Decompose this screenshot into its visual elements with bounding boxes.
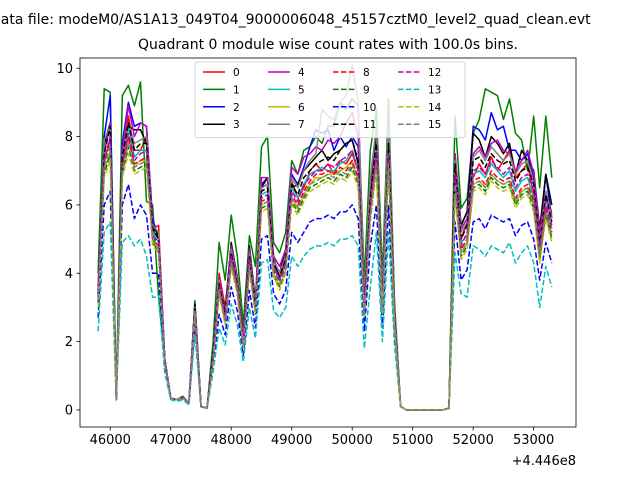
x-tick-label: 48000 — [211, 433, 252, 448]
series-line-13 — [97, 221, 553, 411]
axes-frame — [79, 57, 577, 428]
x-tick-label: 51000 — [392, 433, 433, 448]
series-layer — [97, 64, 553, 411]
y-tick-label: 8 — [65, 130, 73, 145]
legend-label-9: 9 — [363, 84, 370, 96]
x-tick-label: 46000 — [90, 433, 131, 448]
legend-label-2: 2 — [233, 102, 240, 114]
legend-label-10: 10 — [363, 102, 376, 114]
y-tick-label: 10 — [56, 62, 73, 77]
x-tick-label: 47000 — [150, 433, 191, 448]
series-line-2 — [97, 94, 553, 411]
y-tick-label: 0 — [65, 403, 73, 418]
legend-label-0: 0 — [233, 67, 240, 79]
x-offset-label: +4.446e8 — [512, 454, 576, 469]
legend-label-11: 11 — [363, 119, 376, 131]
chart-title: Quadrant 0 module wise count rates with … — [138, 37, 518, 53]
x-tick-label: 50000 — [332, 433, 373, 448]
y-tick-label: 2 — [65, 335, 73, 350]
legend-label-15: 15 — [428, 119, 441, 131]
legend-label-5: 5 — [298, 84, 305, 96]
legend-label-6: 6 — [298, 102, 305, 114]
x-tick-label: 53000 — [513, 433, 554, 448]
legend-label-7: 7 — [298, 119, 305, 131]
legend-label-14: 14 — [428, 102, 442, 114]
series-line-12 — [97, 132, 553, 411]
legend-label-8: 8 — [363, 67, 370, 79]
y-tick-label: 6 — [65, 198, 73, 213]
figure-suptitle: Data file: modeM0/AS1A13_049T04_90000060… — [0, 12, 591, 28]
legend-frame — [194, 61, 466, 138]
y-tick-label: 4 — [65, 267, 73, 282]
legend-label-1: 1 — [233, 84, 240, 96]
series-line-15 — [97, 142, 553, 411]
legend-label-3: 3 — [233, 119, 240, 131]
series-line-14 — [97, 152, 553, 411]
legend-label-4: 4 — [298, 67, 305, 79]
legend-label-13: 13 — [428, 84, 441, 96]
legend-label-12: 12 — [428, 67, 441, 79]
x-axis: 46000 47000 48000 49000 50000 51000 52000 53000 — [90, 427, 554, 448]
x-tick-label: 49000 — [271, 433, 312, 448]
x-tick-label: 52000 — [452, 433, 493, 448]
y-axis: 0 2 4 6 8 10 — [56, 62, 80, 418]
